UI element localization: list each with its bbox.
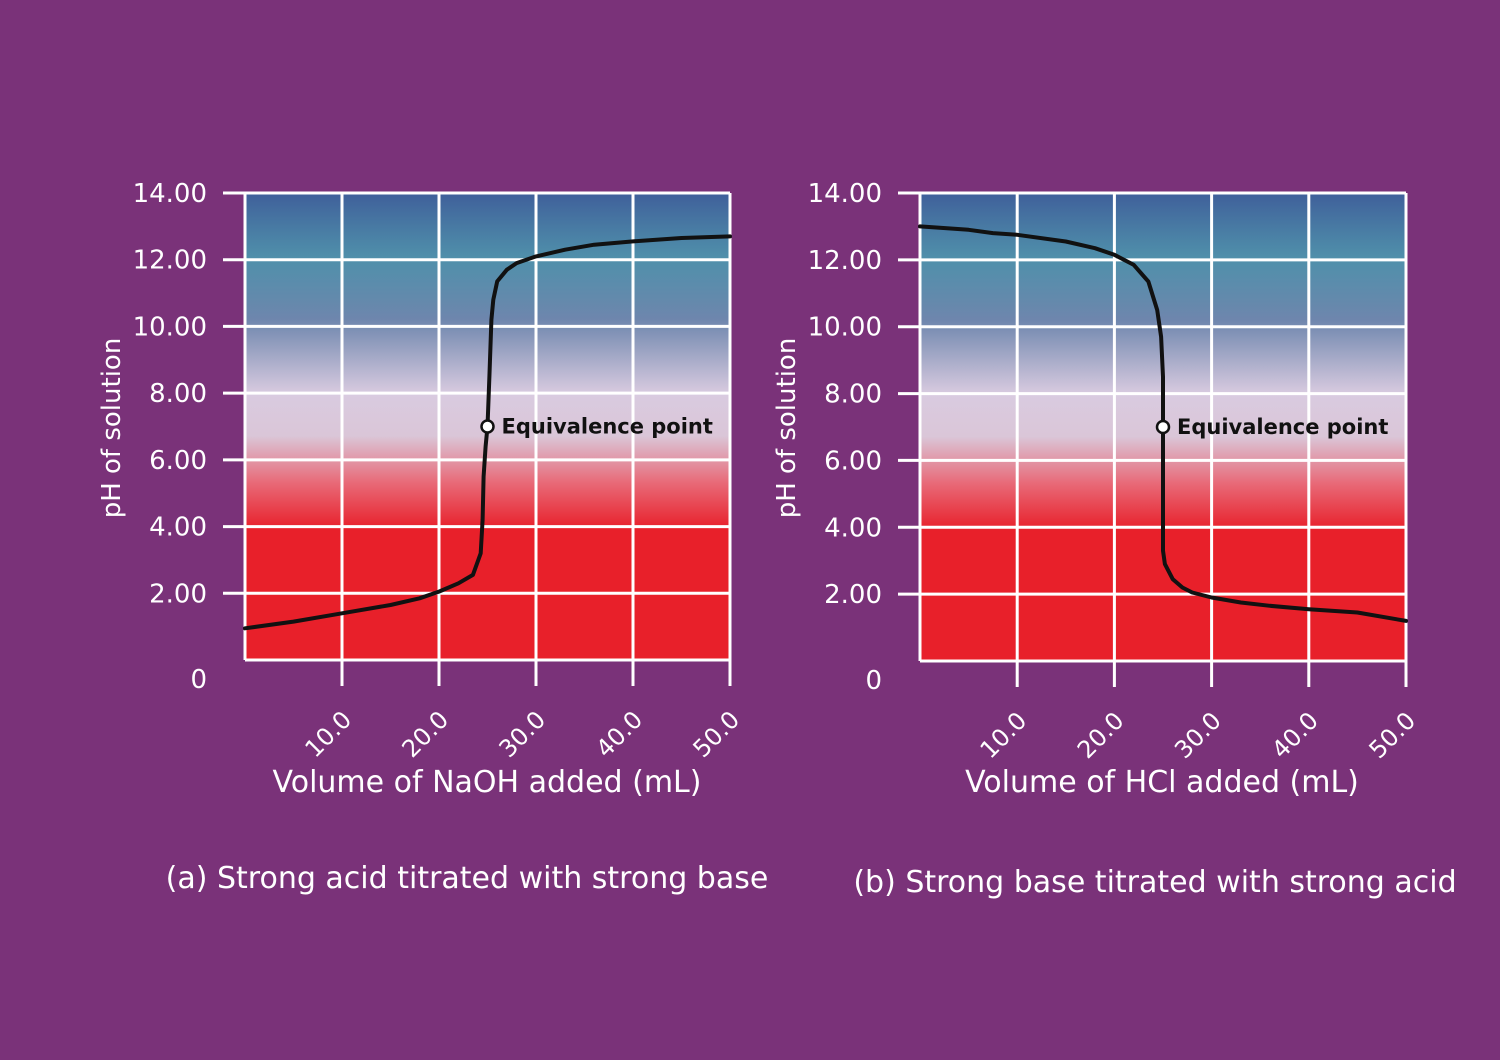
x-tick-label: 30.0	[494, 706, 552, 764]
chart-b: 0 2.00 4.00 6.00 8.00 10.00 12.00 14.00 10.0 20.…	[772, 179, 1457, 900]
chart-a-equivalence-point-marker	[480, 419, 495, 434]
chart-b-equivalence-point-marker	[1155, 419, 1171, 435]
chart-b-equivalence-point-label: Equivalence point	[1177, 415, 1388, 439]
y-tick-label: 4.00	[149, 513, 207, 543]
y-tick-label: 12.00	[133, 246, 207, 276]
y-tick-label: 14.00	[133, 179, 207, 209]
chart-b-x-ticks: 10.0 20.0 30.0 40.0 50.0	[975, 707, 1421, 765]
chart-a-y-axis-title: pH of solution	[97, 338, 127, 519]
chart-b-x-axis-title: Volume of HCl added (mL)	[965, 765, 1359, 800]
y-tick-label: 6.00	[824, 446, 882, 476]
y-tick-label: 6.00	[149, 446, 207, 476]
chart-a-equivalence-point-label: Equivalence point	[502, 415, 713, 439]
chart-b-grid	[898, 191, 1408, 687]
chart-a-x-axis-title: Volume of NaOH added (mL)	[273, 765, 702, 800]
x-tick-label: 30.0	[1169, 707, 1227, 765]
chart-b-y-axis-title: pH of solution	[772, 338, 802, 519]
x-tick-label: 10.0	[975, 707, 1033, 765]
chart-b-titration-curve	[918, 224, 1408, 623]
x-tick-label: 50.0	[688, 706, 746, 764]
y-tick-label: 2.00	[149, 579, 207, 609]
y-tick-label: 2.00	[824, 580, 882, 610]
x-tick-label: 50.0	[1364, 707, 1422, 765]
y-tick-label: 10.00	[133, 312, 207, 342]
y-tick-label: 8.00	[824, 380, 882, 410]
chart-a-y-ticks: 0 2.00 4.00 6.00 8.00 10.00 12.00 14.00	[133, 179, 207, 695]
x-tick-label: 10.0	[300, 706, 358, 764]
chart-b-caption: (b) Strong base titrated with strong aci…	[853, 865, 1456, 900]
chart-a-x-ticks: 10.0 20.0 30.0 40.0 50.0	[300, 706, 746, 764]
x-tick-label: 20.0	[397, 706, 455, 764]
y-tick-label: 8.00	[149, 379, 207, 409]
y-tick-label: 0	[190, 665, 207, 695]
x-tick-label: 40.0	[1266, 707, 1324, 765]
chart-a: 0 2.00 4.00 6.00 8.00 10.00 12.00 14.00 10.0 20.…	[97, 179, 768, 896]
x-tick-label: 40.0	[591, 706, 649, 764]
x-tick-label: 20.0	[1072, 707, 1130, 765]
chart-a-grid	[223, 191, 732, 686]
chart-b-y-ticks: 0 2.00 4.00 6.00 8.00 10.00 12.00 14.00	[808, 179, 882, 696]
y-tick-label: 14.00	[808, 179, 882, 209]
y-tick-label: 4.00	[824, 513, 882, 543]
chart-a-caption: (a) Strong acid titrated with strong bas…	[166, 861, 769, 896]
y-tick-label: 12.00	[808, 246, 882, 276]
y-tick-label: 0	[865, 666, 882, 696]
y-tick-label: 10.00	[808, 313, 882, 343]
